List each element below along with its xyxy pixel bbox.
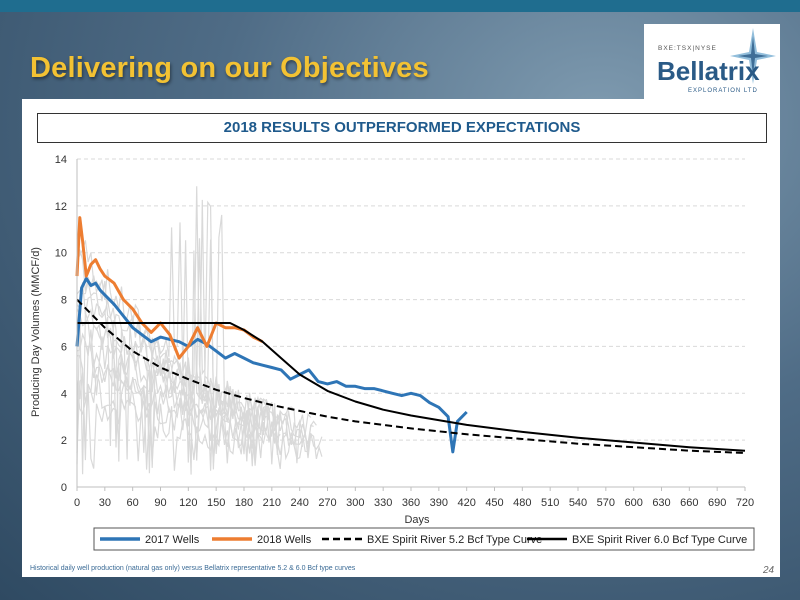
legend-label-3: BXE Spirit River 6.0 Bcf Type Curve	[572, 534, 747, 546]
logo-exchange-text: BXE:TSX|NYSE	[658, 45, 717, 52]
x-tick-label: 390	[430, 497, 448, 509]
y-tick-label: 6	[61, 341, 67, 353]
x-tick-label: 540	[569, 497, 587, 509]
x-tick-label: 300	[346, 497, 364, 509]
chart-legend: 2017 Wells 2018 Wells BXE Spirit River 5.2…	[93, 527, 755, 551]
x-tick-label: 630	[652, 497, 670, 509]
x-tick-label: 600	[624, 497, 642, 509]
series-line-3	[77, 322, 746, 452]
y-tick-label: 10	[55, 248, 67, 260]
chart-series	[75, 216, 746, 454]
chart-axes: 0 2 4 6 8 10 12 14 0 30 60 90 120 150 180 210 240 270 300 3…	[55, 154, 754, 509]
star-logo-icon	[730, 28, 776, 84]
x-tick-label: 150	[207, 497, 225, 509]
production-chart: 0 2 4 6 8 10 12 14 0 30 60 90 120 150 180 210 240 270 300 3…	[30, 154, 755, 551]
x-axis-label: Days	[404, 514, 430, 526]
x-tick-label: 30	[99, 497, 111, 509]
series-line-1	[75, 216, 264, 360]
y-tick-label: 14	[55, 154, 67, 166]
x-tick-label: 240	[290, 497, 308, 509]
x-tick-label: 60	[127, 497, 139, 509]
individual-well-trace	[76, 199, 225, 475]
x-tick-label: 270	[318, 497, 336, 509]
y-tick-label: 8	[61, 295, 67, 307]
legend-box	[93, 527, 755, 551]
series-line-0	[75, 277, 468, 454]
slide-title: Delivering on our Objectives	[30, 52, 429, 84]
y-tick-label: 12	[55, 201, 67, 213]
top-bar	[0, 0, 800, 12]
individual-well-trace	[76, 384, 323, 471]
company-logo: BXE:TSX|NYSE Bellatrix EXPLORATION LTD	[644, 24, 780, 100]
x-tick-label: 0	[74, 497, 80, 509]
y-tick-label: 0	[61, 482, 67, 494]
x-tick-label: 720	[736, 497, 754, 509]
series-line-2	[76, 298, 746, 454]
x-tick-label: 180	[235, 497, 253, 509]
footnote: Historical daily well production (natura…	[30, 565, 356, 572]
individual-well-trace	[76, 308, 312, 468]
results-banner: 2018 RESULTS OUTPERFORMED EXPECTATIONS	[37, 113, 767, 143]
legend-label-1: 2018 Wells	[257, 534, 312, 546]
x-tick-label: 510	[541, 497, 559, 509]
x-tick-label: 660	[680, 497, 698, 509]
x-tick-label: 420	[457, 497, 475, 509]
x-tick-label: 90	[154, 497, 166, 509]
x-tick-label: 120	[179, 497, 197, 509]
x-tick-label: 360	[402, 497, 420, 509]
individual-well-trace	[76, 329, 314, 459]
legend-label-0: 2017 Wells	[145, 534, 200, 546]
legend-label-2: BXE Spirit River 5.2 Bcf Type Curve	[367, 534, 542, 546]
x-tick-label: 570	[597, 497, 615, 509]
x-tick-label: 480	[513, 497, 531, 509]
y-axis-label: Producing Day Volumes (MMCF/d)	[30, 247, 42, 417]
y-tick-label: 2	[61, 435, 67, 447]
x-tick-label: 450	[485, 497, 503, 509]
logo-name: Bellatrix	[657, 56, 760, 86]
x-tick-label: 330	[374, 497, 392, 509]
x-tick-label: 210	[263, 497, 281, 509]
logo-subtitle: EXPLORATION LTD	[688, 88, 758, 94]
page-number: 24	[763, 565, 775, 576]
x-tick-label: 690	[708, 497, 726, 509]
y-tick-label: 4	[61, 388, 67, 400]
